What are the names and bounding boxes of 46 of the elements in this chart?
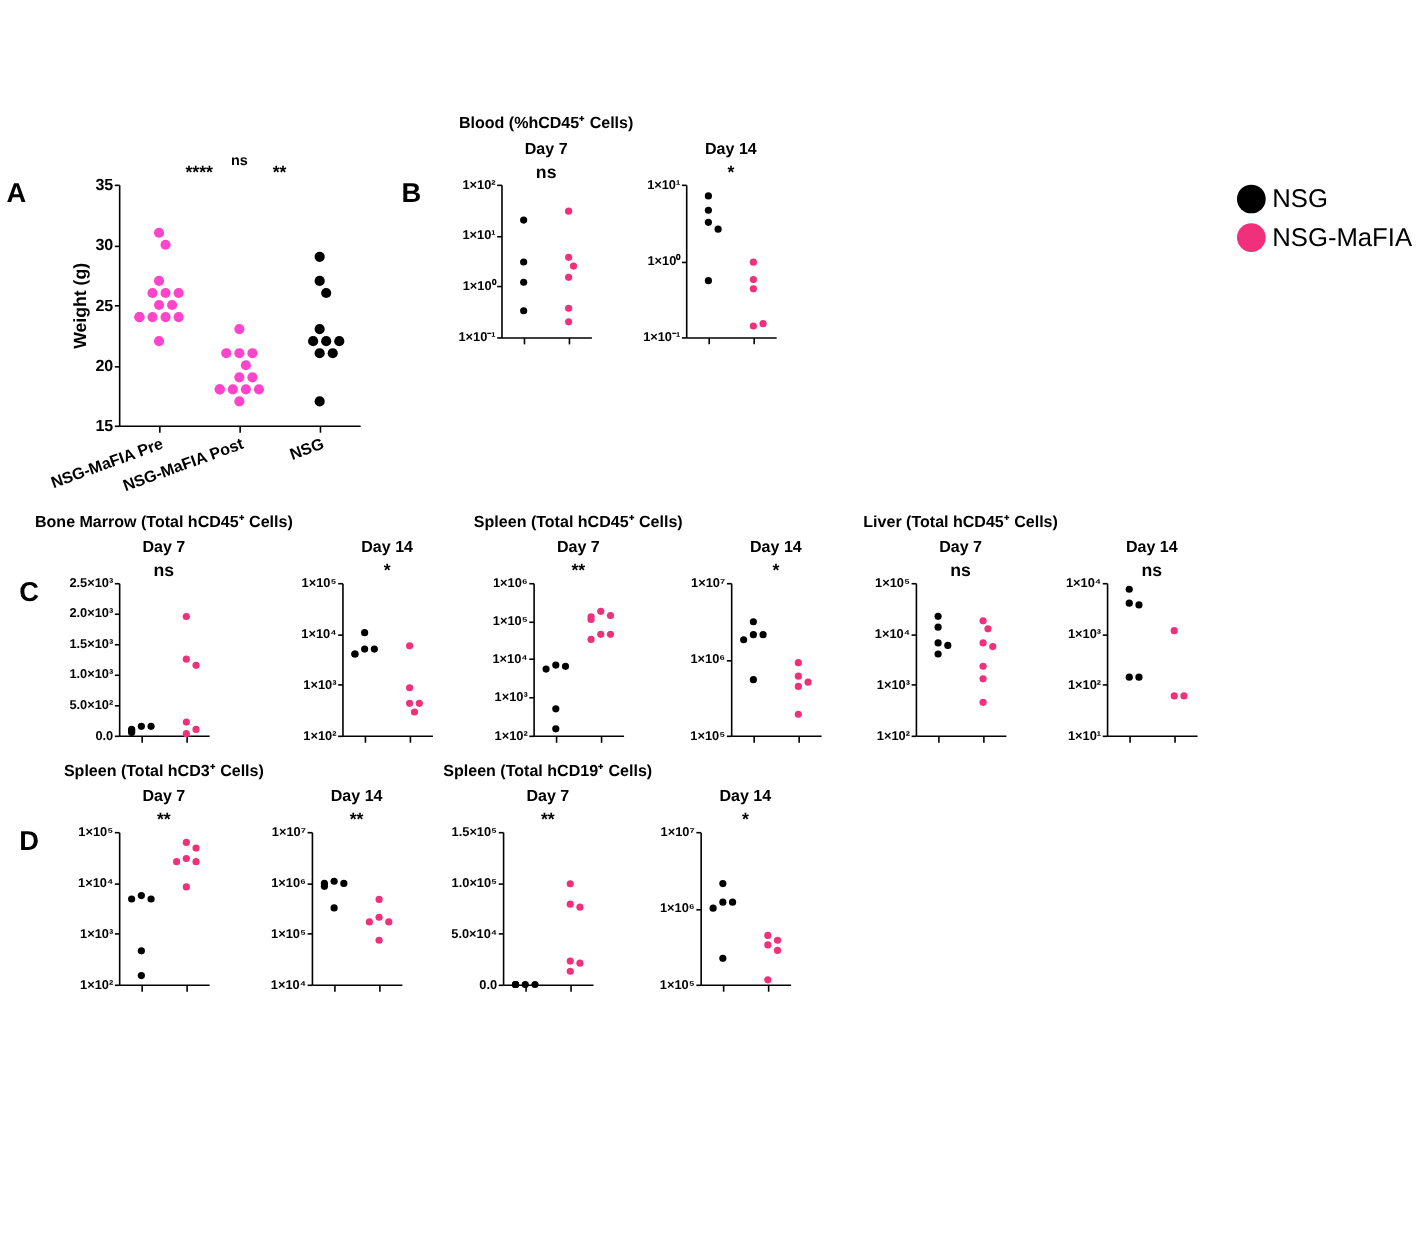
y-tick-label: 15 xyxy=(95,417,115,436)
chart-subtitle: Day 14 xyxy=(750,538,803,557)
chart-subtitle: Day 7 xyxy=(142,787,187,806)
chart-title: Spleen (Total hCD3⁺ Cells) xyxy=(63,761,265,780)
text: * xyxy=(772,560,781,581)
text: * xyxy=(741,809,750,830)
chart-subtitle: Day 7 xyxy=(142,538,187,557)
text: ns xyxy=(950,560,972,581)
text: ns xyxy=(230,151,248,170)
chart-subtitle: Day 7 xyxy=(524,140,569,159)
chart-title: Spleen (Total hCD45⁺ Cells) xyxy=(473,512,684,531)
chart-title: Spleen (Total hCD19⁺ Cells) xyxy=(443,761,653,780)
text: ** xyxy=(156,809,172,830)
text: ns xyxy=(535,162,557,183)
text: D xyxy=(19,825,40,856)
text: * xyxy=(383,560,392,581)
text: ** xyxy=(571,560,587,581)
chart-subtitle: Day 14 xyxy=(1125,538,1179,557)
y-tick-label: 30 xyxy=(95,236,115,255)
text: * xyxy=(727,162,736,183)
legend-label: NSG-MaFIA xyxy=(1272,221,1413,252)
text: ** xyxy=(272,162,288,183)
legend-label: NSG xyxy=(1272,183,1328,214)
chart-subtitle: Day 7 xyxy=(556,538,601,557)
text: ns xyxy=(153,560,175,581)
y-tick-label: 25 xyxy=(95,296,115,315)
x-tick-label: NSG xyxy=(287,434,327,464)
text: C xyxy=(19,576,40,607)
text: ns xyxy=(1141,560,1163,581)
chart-subtitle: Day 7 xyxy=(526,787,571,806)
text: **** xyxy=(185,162,215,183)
y-axis-title: Weight (g) xyxy=(69,262,90,349)
chart-subtitle: Day 14 xyxy=(330,787,384,806)
chart-subtitle: Day 14 xyxy=(361,538,415,557)
chart-title: Blood (%hCD45⁺ Cells) xyxy=(458,114,634,133)
y-tick-label: 35 xyxy=(95,176,115,195)
chart-subtitle: Day 14 xyxy=(705,140,758,159)
text: A xyxy=(6,178,27,209)
chart-subtitle: Day 7 xyxy=(939,538,984,557)
text: ** xyxy=(349,809,365,830)
text: B xyxy=(401,178,422,209)
y-tick-label: 20 xyxy=(95,356,115,375)
text: ** xyxy=(540,809,556,830)
chart-title: Liver (Total hCD45⁺ Cells) xyxy=(863,512,1059,531)
chart-subtitle: Day 14 xyxy=(719,787,773,806)
chart-title: Bone Marrow (Total hCD45⁺ Cells) xyxy=(34,512,294,531)
